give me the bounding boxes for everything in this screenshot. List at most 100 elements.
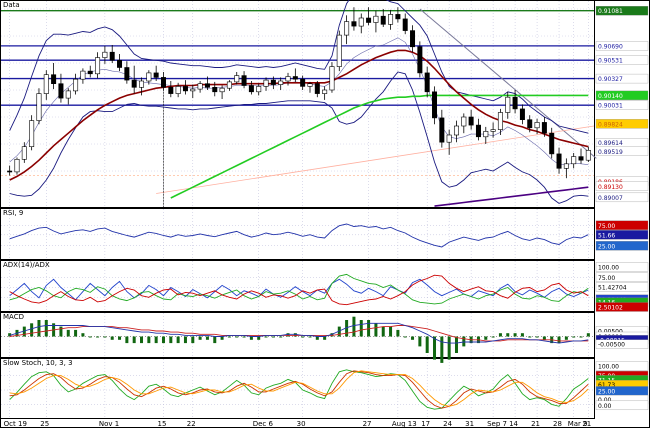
candle-body <box>248 85 254 93</box>
macd-histogram-bar <box>330 333 334 337</box>
candle-body <box>505 96 511 113</box>
macd-histogram-bar <box>110 336 114 340</box>
macd-histogram-bar <box>513 333 517 337</box>
candle-body <box>131 79 137 88</box>
candle-body <box>475 124 481 138</box>
candle-body <box>432 91 438 119</box>
x-tick-label: 14 <box>509 420 518 428</box>
rsi-line <box>9 223 589 248</box>
candle-body <box>344 21 350 36</box>
adx-series-ADX <box>9 278 589 301</box>
adx-tag: 2.50102 <box>598 304 623 311</box>
candle-body <box>14 159 20 173</box>
price-tag-bg <box>595 146 649 156</box>
candle-body <box>168 87 174 94</box>
candle-body <box>563 163 569 169</box>
candle-body <box>446 134 452 143</box>
price-tag: 0.89519 <box>598 149 623 156</box>
candle-body <box>410 30 416 48</box>
macd-histogram-bar <box>579 336 583 338</box>
macd-histogram-bar <box>506 333 510 337</box>
candle-body <box>380 15 386 25</box>
candle-body <box>336 34 342 67</box>
candle-body <box>358 17 364 27</box>
price-tag-bg <box>595 119 649 129</box>
candle-body <box>175 86 181 94</box>
price-tag-bg <box>595 90 649 101</box>
macd-histogram-bar <box>183 336 187 344</box>
candle-body <box>585 150 591 161</box>
macd-histogram-bar <box>279 336 283 338</box>
price-level-tag-bg <box>595 6 649 16</box>
x-tick-label: 30 <box>297 420 306 428</box>
macd-histogram-bar <box>286 333 290 337</box>
x-tick-label: Mar 9 <box>568 420 588 428</box>
stoch-tag: 0.00 <box>598 403 612 410</box>
price-panel-label: Data <box>3 1 20 9</box>
candle-body <box>292 76 298 80</box>
candle-body <box>182 86 188 92</box>
candle-body <box>512 96 518 110</box>
ma-green <box>170 94 589 199</box>
candle-body <box>541 122 547 134</box>
candle-body <box>519 108 525 121</box>
candle-body <box>65 90 71 99</box>
channel-line <box>156 125 595 194</box>
adx-tag: 100.00 <box>598 265 619 272</box>
macd-histogram-bar <box>213 336 217 344</box>
macd-histogram-bar <box>520 333 524 337</box>
macd-histogram-bar <box>257 336 261 340</box>
candle-body <box>351 21 357 27</box>
macd-histogram-bar <box>161 336 165 344</box>
candle-body <box>285 76 291 82</box>
candle-body <box>453 125 459 136</box>
candle-body <box>461 116 467 127</box>
macd-histogram-bar <box>301 336 305 338</box>
macd-histogram-bar <box>74 329 78 337</box>
macd-histogram-bar <box>227 336 231 338</box>
candle-body <box>21 146 27 160</box>
adx-tag-bg <box>595 272 649 282</box>
stoch-tag-bg <box>595 400 649 411</box>
trend-line <box>419 8 597 159</box>
candle-body <box>424 72 430 93</box>
candle-body <box>497 112 503 130</box>
x-tick-label: 28 <box>553 420 562 428</box>
macd-histogram-bar <box>308 336 312 338</box>
macd-histogram-bar <box>418 336 422 347</box>
candle-body <box>160 77 166 88</box>
rsi-level-tag: 51.66 <box>598 232 615 239</box>
candle-body <box>87 70 93 75</box>
price-level-tag: 0.91081 <box>598 8 623 15</box>
x-tick-label: 27 <box>363 420 372 428</box>
macd-histogram-bar <box>367 320 371 337</box>
candle-body <box>36 93 42 121</box>
stoch-tag: 25.00 <box>598 388 615 395</box>
macd-histogram-bar <box>374 323 378 337</box>
candle-body <box>534 122 540 129</box>
x-tick-label: 21 <box>582 420 591 428</box>
candle-body <box>270 79 276 85</box>
macd-histogram-bar <box>293 333 297 337</box>
candle-body <box>373 15 379 23</box>
macd-histogram-bar <box>242 336 246 338</box>
candle-body <box>307 83 313 87</box>
candle-body <box>439 117 445 143</box>
price-level-tag-bg <box>595 41 649 51</box>
rsi-level-tag-bg <box>595 230 649 240</box>
x-tick-label: Aug 13 <box>392 420 417 428</box>
candle-body <box>300 78 306 87</box>
candle-body <box>417 46 423 74</box>
macd-histogram-bar <box>498 333 502 337</box>
macd-histogram-bar <box>411 336 415 340</box>
macd-histogram-bar <box>88 336 92 338</box>
macd-tag-bg <box>595 339 649 349</box>
ma-red <box>9 49 589 181</box>
candle-body <box>241 75 247 86</box>
candle-body <box>29 120 35 147</box>
candle-body <box>102 51 108 58</box>
stoch-series-%K <box>9 369 589 410</box>
macd-histogram-bar <box>44 320 48 337</box>
